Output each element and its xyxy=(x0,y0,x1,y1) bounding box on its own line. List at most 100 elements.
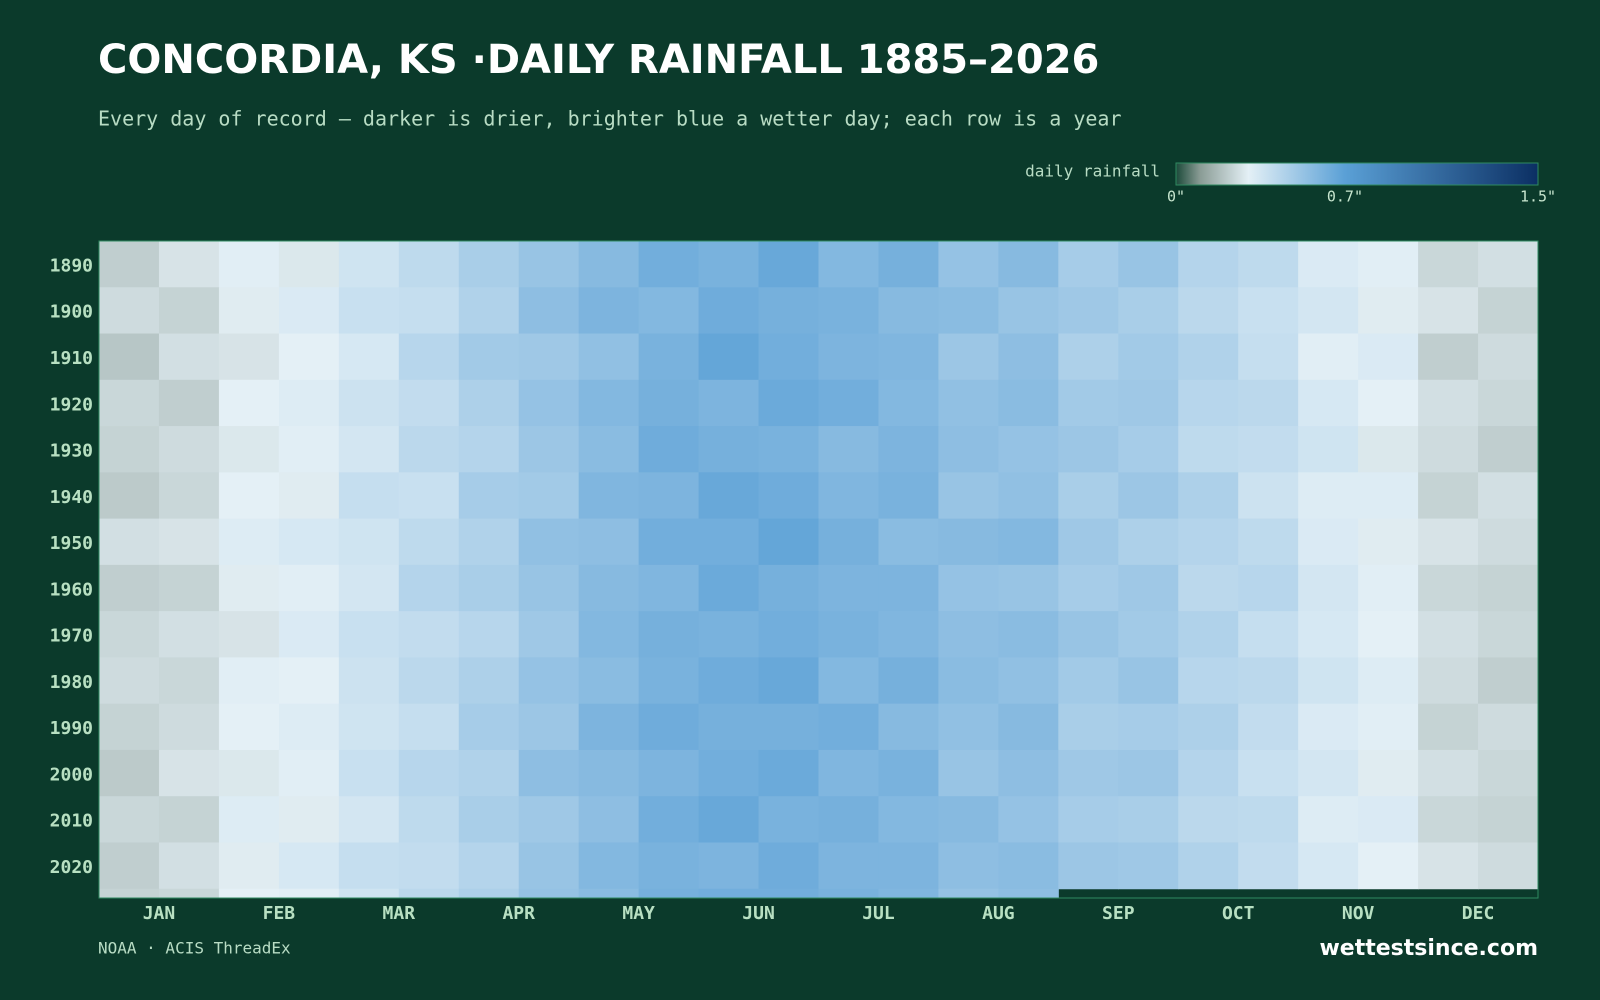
cell xyxy=(998,749,1059,797)
cell xyxy=(938,333,999,381)
brand: wettestsince.com xyxy=(1319,936,1538,961)
cell xyxy=(338,611,400,658)
cell xyxy=(99,796,160,843)
cell xyxy=(578,472,640,520)
cell xyxy=(1238,564,1299,612)
cell xyxy=(99,379,160,427)
cell xyxy=(158,518,220,566)
cell xyxy=(518,749,580,797)
cell xyxy=(218,379,280,427)
colorbar xyxy=(1175,162,1539,186)
cell xyxy=(518,657,580,705)
cell xyxy=(818,241,879,288)
cell xyxy=(1358,611,1419,658)
cell xyxy=(1118,472,1179,520)
cell xyxy=(998,888,1059,899)
cell xyxy=(458,333,520,381)
cell xyxy=(398,796,460,843)
cell xyxy=(1418,426,1479,473)
cell xyxy=(1238,426,1299,473)
cell xyxy=(1118,333,1179,381)
cell xyxy=(398,888,460,899)
cell xyxy=(218,333,280,381)
cell xyxy=(518,703,580,751)
cell xyxy=(1298,426,1359,473)
cell xyxy=(218,796,280,843)
cell xyxy=(938,703,999,751)
x-tick-label: NOV xyxy=(1342,903,1375,924)
cell xyxy=(458,564,520,612)
cell xyxy=(99,888,160,899)
cell xyxy=(398,472,460,520)
cell xyxy=(818,518,879,566)
x-tick-label: OCT xyxy=(1222,903,1255,924)
cell xyxy=(758,241,819,288)
cell xyxy=(878,241,939,288)
y-tick-label: 1960 xyxy=(50,579,93,600)
cell xyxy=(458,287,520,335)
cell xyxy=(458,518,520,566)
y-tick-label: 1930 xyxy=(50,441,93,462)
cell xyxy=(398,379,460,427)
cell xyxy=(698,703,760,751)
cell xyxy=(638,472,700,520)
cell xyxy=(1238,472,1299,520)
cell xyxy=(878,379,939,427)
cell xyxy=(99,287,160,335)
cell xyxy=(1298,564,1359,612)
colorbar-tick-label: 0.7" xyxy=(1327,188,1363,206)
cell xyxy=(698,379,760,427)
cell xyxy=(99,611,160,658)
cell xyxy=(1238,703,1299,751)
cell xyxy=(1118,796,1179,843)
cell xyxy=(338,287,400,335)
cell xyxy=(758,518,819,566)
cell xyxy=(698,518,760,566)
cell xyxy=(99,472,160,520)
cell xyxy=(938,842,999,890)
cell xyxy=(758,657,819,705)
cell xyxy=(158,888,220,899)
cell xyxy=(818,611,879,658)
cell xyxy=(1418,472,1479,520)
cell xyxy=(99,564,160,612)
cell xyxy=(1058,749,1119,797)
cell xyxy=(518,842,580,890)
cell xyxy=(698,842,760,890)
cell xyxy=(338,333,400,381)
cell xyxy=(578,888,640,899)
cell xyxy=(398,749,460,797)
cell xyxy=(458,472,520,520)
cell xyxy=(1178,749,1239,797)
cell xyxy=(638,657,700,705)
cell xyxy=(638,842,700,890)
cell xyxy=(278,842,340,890)
cell xyxy=(1178,611,1239,658)
cell xyxy=(578,379,640,427)
cell xyxy=(818,472,879,520)
chart-title: CONCORDIA, KS ·DAILY RAINFALL 1885–2026 xyxy=(98,37,1099,83)
cell xyxy=(458,611,520,658)
cell xyxy=(1298,379,1359,427)
cell xyxy=(1358,379,1419,427)
cell xyxy=(998,518,1059,566)
cell xyxy=(998,472,1059,520)
cell xyxy=(518,287,580,335)
cell xyxy=(938,518,999,566)
cell xyxy=(338,657,400,705)
cell xyxy=(758,749,819,797)
cell xyxy=(1238,842,1299,890)
cell xyxy=(518,426,580,473)
cell xyxy=(698,564,760,612)
cell xyxy=(278,564,340,612)
cell xyxy=(518,379,580,427)
cell xyxy=(338,796,400,843)
cell xyxy=(1358,472,1419,520)
cell xyxy=(1358,287,1419,335)
cell xyxy=(99,241,160,288)
cell xyxy=(338,703,400,751)
cell xyxy=(578,564,640,612)
cell xyxy=(99,749,160,797)
cell xyxy=(1298,287,1359,335)
cell xyxy=(1118,518,1179,566)
